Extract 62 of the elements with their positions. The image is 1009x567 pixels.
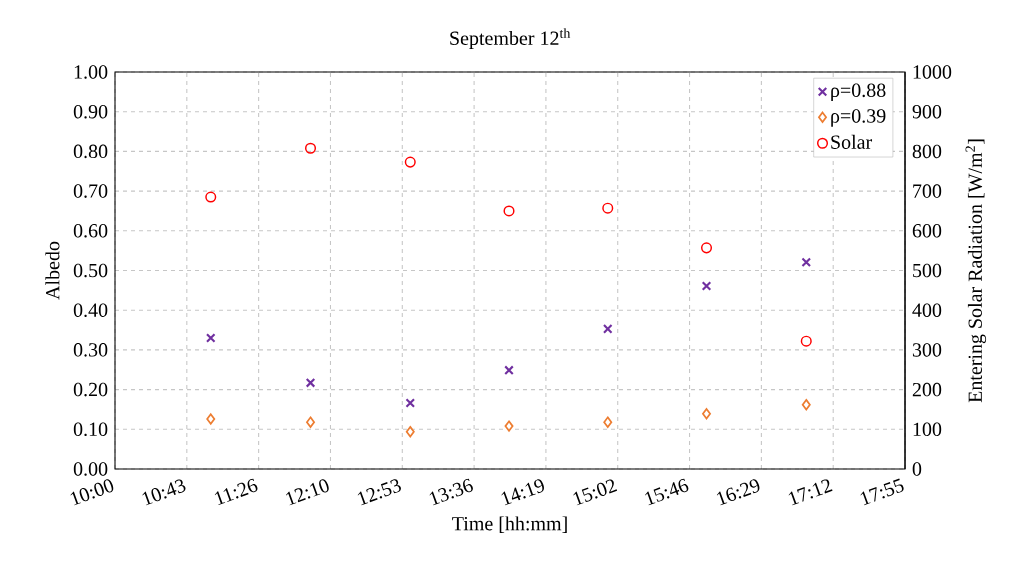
y2-tick-label: 900	[912, 104, 942, 119]
x-tick-label: 15:46	[645, 478, 689, 506]
chart-title: September 12$^{th}$	[450, 28, 571, 50]
point	[206, 413, 216, 425]
y-axis-title: Albedo	[45, 241, 60, 300]
y-tick-label: 0.10	[73, 422, 108, 437]
y-tick-label: 0.60	[73, 224, 108, 238]
point	[504, 420, 514, 432]
point	[305, 378, 316, 388]
point	[205, 333, 216, 343]
legend-label: ρ=0.88	[831, 83, 886, 102]
point	[702, 408, 711, 420]
point	[701, 281, 712, 291]
point	[503, 205, 515, 217]
legend-label: ρ=0.39	[831, 109, 886, 127]
point	[602, 202, 614, 214]
x-tick-label: 14:19	[501, 479, 544, 506]
y2-tick-label: 700	[913, 184, 942, 198]
x-tick-label: 12:53	[357, 479, 401, 506]
y2-tick-label: 800	[912, 144, 942, 159]
point	[602, 324, 613, 334]
y2-tick-label: 500	[913, 263, 942, 278]
y-tick-label: 0.90	[73, 104, 108, 119]
y-tick-label: 0.30	[73, 343, 108, 357]
x-tick-label: 13:36	[429, 478, 473, 506]
point	[504, 365, 514, 375]
y2-tick-label: 300	[912, 343, 942, 357]
point	[405, 426, 415, 438]
y2-tick-label: 100	[913, 422, 942, 437]
y2-tick-label: 200	[912, 382, 942, 397]
point	[205, 191, 217, 203]
point	[700, 242, 713, 254]
legend-label: Solar	[831, 134, 873, 149]
x-tick-label: 11:26	[214, 478, 258, 506]
y-tick-label: 1.00	[74, 65, 108, 79]
x-tick-label: 17:12	[788, 479, 833, 506]
y-tick-label: 0.80	[73, 144, 108, 159]
y2-tick-label: 0	[912, 462, 922, 476]
y-tick-label: 0.50	[73, 263, 108, 278]
y-tick-label: 0.20	[73, 382, 108, 397]
x-tick-label: 12:10	[285, 479, 329, 506]
x-axis-title: Time [hh:mm]	[452, 516, 567, 533]
y2-axis-title: Entering Solar Radiation [W/m$^{2}$]	[965, 139, 987, 403]
x-tick-label: 17:55	[860, 478, 904, 506]
x-tick-label: 16:29	[716, 479, 760, 506]
point	[404, 156, 416, 168]
x-tick-label: 10:43	[142, 479, 186, 506]
point	[801, 257, 812, 267]
point	[800, 335, 812, 347]
point	[304, 142, 317, 154]
y2-tick-label: 1000	[913, 65, 952, 79]
y-tick-label: 0.40	[73, 303, 108, 317]
point	[405, 398, 416, 408]
point	[801, 399, 811, 411]
y2-tick-label: 400	[912, 303, 942, 317]
point	[306, 416, 315, 428]
y-tick-label: 0.00	[73, 462, 108, 476]
y-tick-label: 0.70	[73, 184, 108, 198]
y2-tick-label: 600	[912, 224, 942, 238]
x-tick-label: 15:02	[573, 479, 618, 506]
point	[603, 416, 613, 428]
x-tick-label: 10:00	[70, 479, 114, 506]
